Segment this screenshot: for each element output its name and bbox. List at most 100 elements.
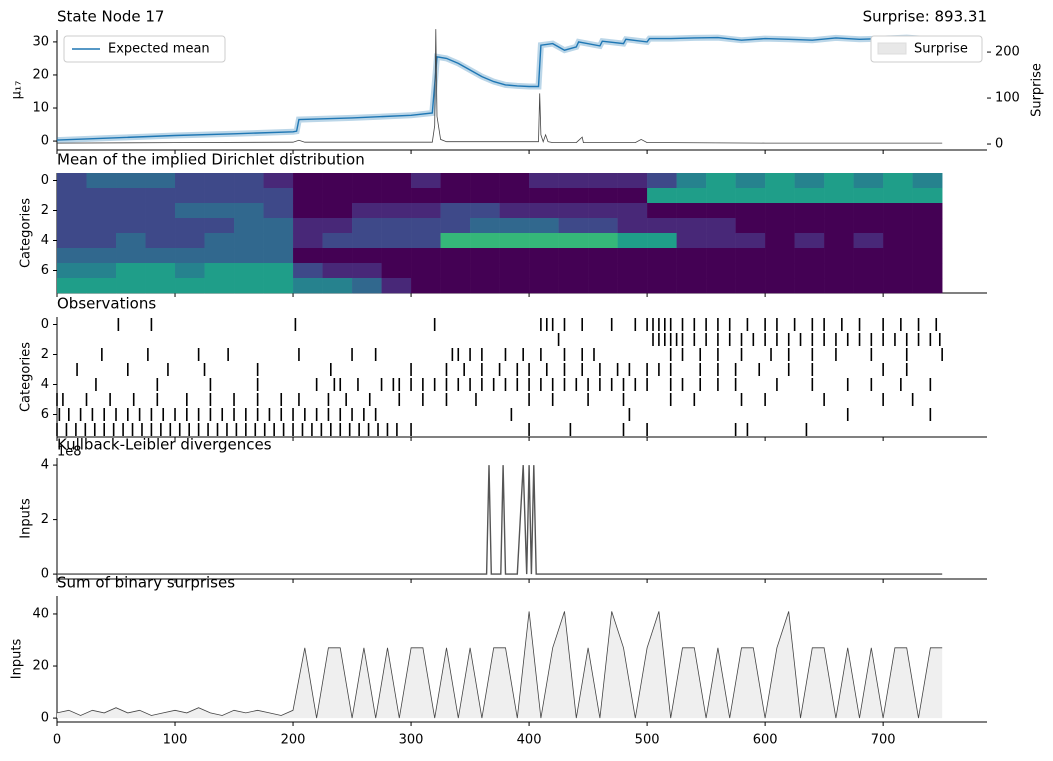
heat-cell bbox=[794, 203, 825, 219]
observation bbox=[227, 348, 229, 361]
observation bbox=[658, 363, 660, 376]
observation bbox=[268, 408, 271, 421]
observation bbox=[209, 393, 212, 406]
observation bbox=[351, 348, 353, 361]
heat-cell bbox=[293, 188, 323, 204]
observation bbox=[551, 378, 554, 391]
observation bbox=[811, 378, 814, 391]
heat-cell bbox=[57, 248, 87, 264]
heat-cell bbox=[883, 263, 913, 279]
observation bbox=[669, 393, 672, 406]
observation bbox=[557, 333, 560, 346]
observation bbox=[156, 378, 159, 391]
observation bbox=[776, 333, 778, 346]
observation bbox=[805, 423, 808, 436]
observation bbox=[392, 378, 395, 391]
heat-cell bbox=[263, 233, 294, 249]
area-line bbox=[56, 611, 943, 719]
observation bbox=[374, 348, 377, 361]
heat-cell bbox=[352, 263, 382, 279]
heat-cell bbox=[794, 278, 825, 294]
heat-cell bbox=[765, 278, 795, 294]
observation bbox=[103, 423, 106, 436]
observation bbox=[301, 423, 304, 436]
heat-cell bbox=[293, 233, 323, 249]
x-tick-label: 500 bbox=[635, 733, 660, 748]
panel-title: Mean of the implied Dirichlet distributi… bbox=[57, 151, 365, 169]
heat-cell bbox=[853, 263, 884, 279]
observation bbox=[298, 348, 300, 361]
observation bbox=[132, 393, 135, 406]
observation bbox=[664, 333, 666, 346]
heat-cell bbox=[381, 248, 412, 264]
heat-cell bbox=[617, 248, 648, 264]
heat-cell bbox=[293, 278, 323, 294]
heat-cell bbox=[558, 233, 589, 249]
observation bbox=[327, 393, 330, 406]
observation bbox=[516, 363, 519, 376]
y-tick-label: 0 bbox=[41, 173, 49, 188]
observation bbox=[551, 318, 554, 331]
observation bbox=[599, 378, 601, 391]
observation bbox=[339, 408, 342, 421]
observation bbox=[622, 378, 625, 391]
observation bbox=[935, 318, 938, 331]
observation bbox=[298, 393, 300, 406]
heat-cell bbox=[352, 248, 382, 264]
observation bbox=[540, 348, 542, 361]
observation bbox=[445, 363, 448, 376]
observation bbox=[150, 318, 153, 331]
observation bbox=[138, 408, 141, 421]
heat-cell bbox=[883, 188, 913, 204]
heat-cell bbox=[263, 263, 294, 279]
heat-cell bbox=[794, 263, 825, 279]
observation bbox=[764, 318, 766, 331]
observation bbox=[75, 423, 77, 436]
observation bbox=[894, 333, 896, 346]
y-tick-label: 6 bbox=[41, 407, 49, 422]
y-axis-label: μ₁₇ bbox=[10, 81, 25, 100]
observation bbox=[705, 333, 707, 346]
heat-cell bbox=[853, 173, 884, 189]
observation bbox=[410, 363, 412, 376]
heat-cell bbox=[824, 278, 854, 294]
right-title: Surprise: 893.31 bbox=[863, 8, 987, 26]
observation bbox=[941, 348, 943, 361]
heat-cell bbox=[529, 173, 559, 189]
heat-cell bbox=[381, 218, 412, 234]
observation bbox=[203, 363, 206, 376]
observation bbox=[634, 378, 637, 391]
heat-cell bbox=[175, 263, 205, 279]
heat-cell bbox=[558, 173, 589, 189]
heat-cell bbox=[175, 248, 205, 264]
observation bbox=[787, 363, 790, 376]
heat-cell bbox=[617, 173, 648, 189]
observation bbox=[169, 423, 172, 436]
observation bbox=[256, 363, 259, 376]
observation bbox=[469, 378, 471, 391]
observation bbox=[917, 318, 920, 331]
observation bbox=[93, 423, 96, 436]
y-tick-label: 0 bbox=[41, 711, 49, 726]
observation bbox=[245, 408, 247, 421]
observation bbox=[764, 333, 766, 346]
observation bbox=[522, 348, 524, 361]
observation bbox=[188, 423, 190, 436]
observation bbox=[622, 423, 625, 436]
observation bbox=[681, 378, 684, 391]
observation bbox=[345, 393, 347, 406]
observation bbox=[734, 423, 737, 436]
observation bbox=[280, 408, 283, 421]
observation bbox=[846, 333, 849, 346]
observation bbox=[693, 393, 696, 406]
heat-cell bbox=[676, 248, 707, 264]
heat-cell bbox=[883, 233, 913, 249]
heat-cell bbox=[145, 173, 176, 189]
y-tick-label: 0 bbox=[41, 317, 49, 332]
observation bbox=[186, 408, 188, 421]
heat-cell bbox=[735, 248, 766, 264]
observation bbox=[911, 393, 914, 406]
heat-cell bbox=[765, 188, 795, 204]
observation bbox=[599, 363, 601, 376]
heat-cell bbox=[912, 248, 943, 264]
